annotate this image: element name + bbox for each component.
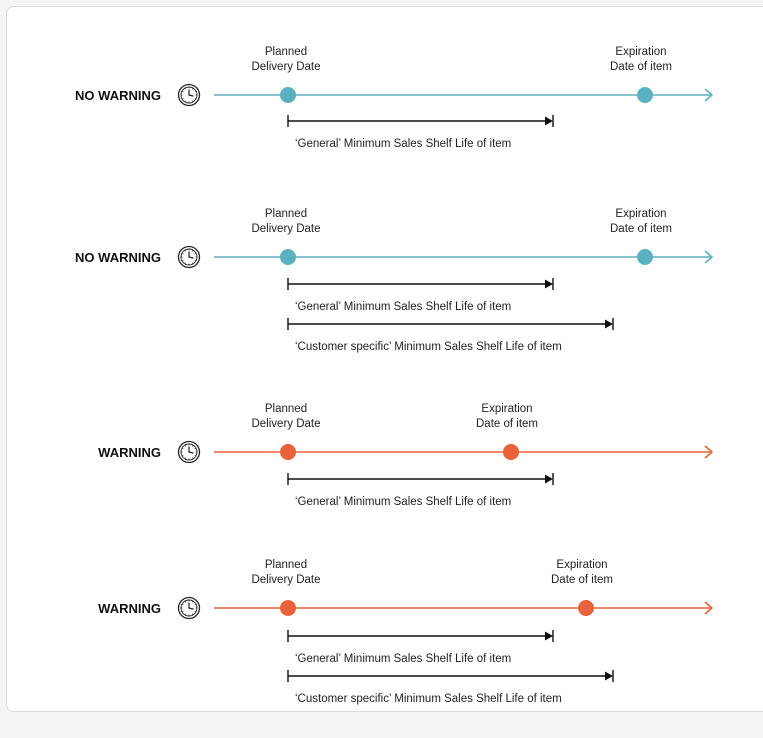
status-label: WARNING [98, 601, 161, 616]
planned-label-line2: Delivery Date [251, 223, 320, 235]
expiration-label-line2: Date of item [476, 418, 538, 430]
bracket-general [287, 115, 554, 127]
expiration-label-line1: Expiration [615, 46, 666, 58]
bracket-general [287, 278, 554, 290]
bracket-general [287, 630, 554, 642]
expiration-label-line1: Expiration [481, 403, 532, 415]
scenario-row: WARNING Planned Delivery Date Expiration… [98, 403, 713, 508]
bracket-general-label: ‘General’ Minimum Sales Shelf Life of it… [295, 496, 511, 508]
planned-delivery-dot [280, 87, 296, 103]
bracket-general-label: ‘General’ Minimum Sales Shelf Life of it… [295, 138, 511, 150]
bracket-general [287, 473, 554, 485]
clock-icon [177, 440, 201, 464]
planned-label-line1: Planned [265, 208, 307, 220]
expiration-dot [637, 249, 653, 265]
bracket-customer-specific [287, 318, 614, 330]
expiration-label-line1: Expiration [556, 559, 607, 571]
scenario-row: NO WARNING Planned Delivery Date Expirat… [75, 208, 713, 353]
expiration-label-line2: Date of item [610, 223, 672, 235]
expiration-label-line2: Date of item [610, 61, 672, 73]
timeline-arrowhead [704, 88, 713, 102]
bracket-customer-specific-label: ‘Customer specific’ Minimum Sales Shelf … [295, 341, 562, 353]
expiration-dot [503, 444, 519, 460]
scenario-row: WARNING Planned Delivery Date Expiration… [98, 559, 713, 705]
planned-label-line2: Delivery Date [251, 418, 320, 430]
expiration-label-line2: Date of item [551, 574, 613, 586]
diagram-card [6, 6, 763, 712]
bracket-general-label: ‘General’ Minimum Sales Shelf Life of it… [295, 653, 511, 665]
status-label: WARNING [98, 445, 161, 460]
planned-delivery-dot [280, 444, 296, 460]
status-label: NO WARNING [75, 88, 161, 103]
planned-delivery-dot [280, 600, 296, 616]
clock-icon [177, 245, 201, 269]
timeline-arrowhead [704, 250, 713, 264]
clock-icon [177, 596, 201, 620]
clock-icon [177, 83, 201, 107]
bracket-general-label: ‘General’ Minimum Sales Shelf Life of it… [295, 301, 511, 313]
planned-label-line2: Delivery Date [251, 574, 320, 586]
bracket-customer-specific [287, 670, 614, 682]
timeline-arrowhead [704, 601, 713, 615]
scenario-row: NO WARNING Planned Delivery Date Expirat… [75, 46, 713, 150]
planned-delivery-dot [280, 249, 296, 265]
bracket-customer-specific-label: ‘Customer specific’ Minimum Sales Shelf … [295, 693, 562, 705]
planned-label-line1: Planned [265, 559, 307, 571]
status-label: NO WARNING [75, 250, 161, 265]
expiration-dot [578, 600, 594, 616]
planned-label-line1: Planned [265, 403, 307, 415]
planned-label-line2: Delivery Date [251, 61, 320, 73]
planned-label-line1: Planned [265, 46, 307, 58]
timeline-arrowhead [704, 445, 713, 459]
expiration-dot [637, 87, 653, 103]
expiration-label-line1: Expiration [615, 208, 666, 220]
